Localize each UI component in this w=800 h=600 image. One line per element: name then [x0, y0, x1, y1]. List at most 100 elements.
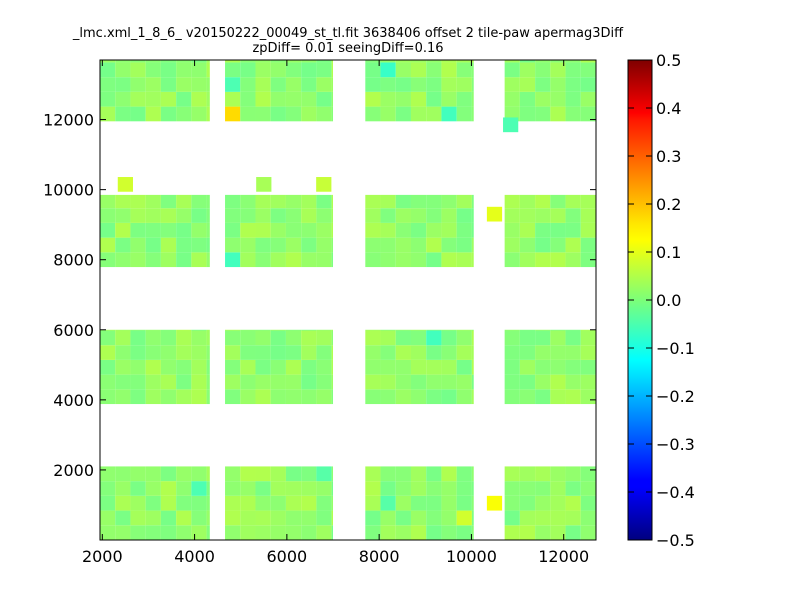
heatmap-cell — [441, 525, 457, 540]
heatmap-cell — [270, 329, 286, 331]
heatmap-cell — [365, 62, 381, 78]
heatmap-cell — [270, 495, 286, 511]
heatmap-cell — [100, 194, 116, 209]
heatmap-cell — [550, 481, 566, 496]
heatmap-cell — [441, 91, 457, 107]
heatmap-cell — [191, 60, 207, 63]
heatmap-cell — [426, 466, 442, 482]
heatmap-cell — [519, 525, 536, 540]
heatmap-cell — [426, 208, 442, 223]
heatmap-cell — [550, 62, 566, 78]
heatmap-cell — [206, 389, 210, 405]
heatmap-cell — [471, 91, 474, 107]
heatmap-cell — [255, 60, 271, 63]
heatmap-cell — [380, 77, 396, 92]
heatmap-cell — [471, 359, 474, 375]
heatmap-cell — [285, 106, 302, 122]
heatmap-cell — [471, 510, 474, 526]
heatmap-cell — [504, 62, 520, 78]
heatmap-cell — [225, 374, 241, 390]
heatmap-cell — [441, 330, 457, 346]
heatmap-cell — [365, 222, 381, 238]
heatmap-cell — [100, 359, 116, 375]
heatmap-cell — [519, 222, 536, 238]
heatmap-cell — [206, 237, 210, 253]
heatmap-cell — [331, 222, 334, 238]
heatmap-cell — [504, 525, 520, 540]
heatmap-cell — [130, 481, 146, 496]
heatmap-cell — [176, 510, 192, 526]
heatmap-cell — [285, 359, 302, 375]
heatmap-cell — [380, 194, 396, 209]
heatmap-cell — [519, 208, 536, 223]
heatmap-cell — [301, 389, 317, 405]
heatmap-cell — [331, 60, 334, 63]
heatmap-cell — [255, 495, 271, 511]
heatmap-cell — [225, 194, 241, 209]
heatmap-cell — [456, 237, 472, 253]
heatmap-cell — [426, 525, 442, 540]
heatmap-cell — [380, 91, 396, 107]
heatmap-cell — [240, 345, 256, 360]
heatmap-cell — [191, 208, 207, 223]
heatmap-cell — [115, 389, 131, 405]
heatmap-cell — [410, 495, 427, 511]
heatmap-cell — [471, 330, 474, 346]
heatmap-cell — [395, 510, 411, 526]
heatmap-cell — [270, 330, 286, 346]
heatmap-cell — [365, 466, 381, 482]
heatmap-cell — [365, 60, 381, 63]
heatmap-cell — [580, 466, 596, 482]
heatmap-cell — [426, 359, 442, 375]
heatmap-cell — [130, 389, 146, 405]
colorbar-tick-label: −0.5 — [656, 531, 695, 550]
heatmap-cell — [301, 77, 317, 92]
heatmap-cell — [504, 481, 520, 496]
heatmap-cell — [426, 77, 442, 92]
heatmap-cell — [550, 525, 566, 540]
heatmap-cell — [176, 208, 192, 223]
heatmap-cell — [471, 62, 474, 78]
heatmap-cell — [550, 389, 566, 405]
heatmap-cell — [441, 208, 457, 223]
heatmap-cell — [471, 374, 474, 390]
heatmap-cell — [410, 466, 427, 482]
heatmap-cell — [519, 77, 536, 92]
heatmap-cell — [535, 77, 551, 92]
heatmap-cell — [301, 481, 317, 496]
heatmap-cell — [550, 60, 566, 63]
heatmap-cell — [580, 359, 596, 375]
heatmap-cell — [441, 106, 457, 122]
heatmap-cell — [160, 106, 177, 122]
heatmap-cell — [191, 222, 207, 238]
heatmap-cell — [240, 481, 256, 496]
x-tick-label: 8000 — [359, 547, 400, 566]
heatmap-cell — [145, 466, 161, 482]
heatmap-cell — [456, 481, 472, 496]
heatmap-cell — [115, 359, 131, 375]
heatmap-cell — [380, 237, 396, 253]
heatmap-cell — [285, 60, 302, 63]
heatmap-cell — [519, 510, 536, 526]
heatmap-cell — [519, 466, 536, 482]
heatmap-cell — [535, 481, 551, 496]
heatmap-cell — [130, 222, 146, 238]
heatmap-cell — [100, 510, 116, 526]
heatmap-cell — [504, 77, 520, 92]
heatmap-cell — [316, 252, 332, 268]
heatmap-cell — [115, 329, 131, 331]
heatmap-cell — [426, 389, 442, 405]
heatmap-cell — [395, 77, 411, 92]
heatmap-cell — [380, 222, 396, 238]
heatmap-cell — [456, 359, 472, 375]
heatmap-cell — [115, 252, 131, 268]
heatmap-cell — [130, 495, 146, 511]
heatmap-cell — [285, 510, 302, 526]
heatmap-cell — [191, 466, 207, 482]
heatmap-cell — [550, 345, 566, 360]
colorbar-tick-label: −0.4 — [656, 483, 695, 502]
heatmap-cell — [550, 208, 566, 223]
heatmap-cell — [441, 374, 457, 390]
heatmap-cell — [285, 252, 302, 268]
heatmap-cell — [426, 106, 442, 122]
